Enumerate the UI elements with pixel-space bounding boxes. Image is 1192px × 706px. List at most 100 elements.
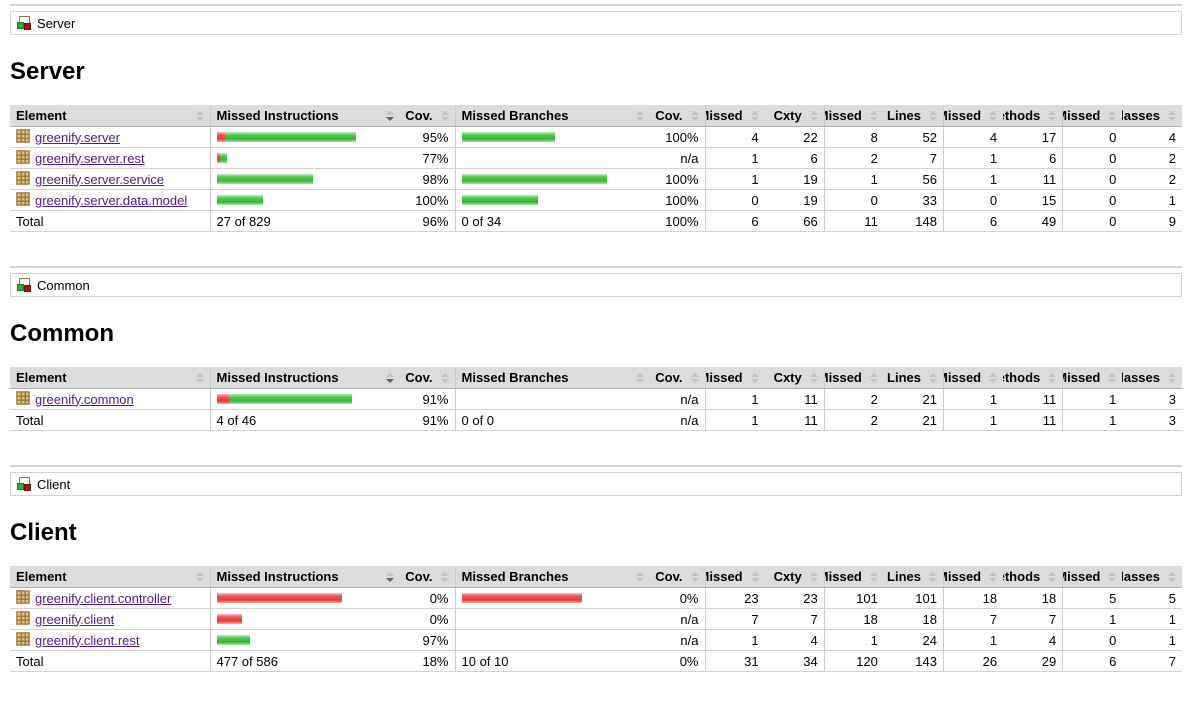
column-header-content: Missed Instructions — [217, 569, 394, 584]
sort-arrows-icon — [690, 372, 699, 383]
column-header-missed-classes[interactable]: Missed — [1062, 105, 1123, 127]
column-header-missed-lines[interactable]: Missed — [823, 105, 884, 127]
column-header-missed-branches[interactable]: Missed Branches — [454, 367, 650, 389]
column-header-cov-branches[interactable]: Cov. — [650, 566, 705, 588]
sort-arrows-icon — [1108, 110, 1117, 121]
column-header-label: Missed Branches — [461, 569, 569, 584]
sort-arrows-icon — [1048, 571, 1057, 582]
package-link[interactable]: greenify.client.controller — [35, 590, 172, 606]
sort-up-arrow-icon — [869, 571, 878, 576]
column-header-cov-branches[interactable]: Cov. — [650, 105, 705, 127]
column-header-missed-cxty[interactable]: Missed — [704, 367, 765, 389]
column-header-label: Cov. — [405, 108, 433, 123]
sort-arrows-icon — [386, 372, 394, 383]
column-header-classes[interactable]: Classes — [1122, 566, 1182, 588]
sort-arrows-icon — [195, 571, 204, 582]
total-counter-cell-methods: 11 — [1003, 409, 1063, 431]
counter-cell-missed-lines: 18 — [823, 608, 884, 630]
package-link[interactable]: greenify.common — [35, 391, 134, 407]
column-header-missed-methods[interactable]: Missed — [943, 105, 1004, 127]
coverage-table: Element Missed Instructions Cov. Missed Bra… — [10, 105, 1182, 232]
counter-cell-classes: 4 — [1122, 126, 1182, 148]
column-header-cov-instructions[interactable]: Cov. — [400, 566, 455, 588]
sort-down-arrow-icon — [989, 116, 998, 121]
element-cell: greenify.server.data.model — [10, 189, 210, 211]
column-header-cov-branches[interactable]: Cov. — [650, 367, 705, 389]
column-header-missed-lines[interactable]: Missed — [823, 566, 884, 588]
total-instructions-cell: 27 of 829 — [209, 210, 400, 232]
sort-down-arrow-icon — [809, 378, 818, 383]
column-header-cov-instructions[interactable]: Cov. — [400, 367, 455, 389]
column-header-missed-branches[interactable]: Missed Branches — [454, 566, 650, 588]
column-header-cov-instructions[interactable]: Cov. — [400, 105, 455, 127]
header-row: Element Missed Instructions Cov. Missed Bra… — [10, 367, 1182, 389]
column-header-classes[interactable]: Classes — [1122, 367, 1182, 389]
sort-up-arrow-icon — [989, 110, 998, 115]
package-link[interactable]: greenify.server.rest — [35, 150, 145, 166]
total-counter-cell-cxty: 66 — [764, 210, 825, 232]
package-icon — [16, 390, 30, 408]
column-header-methods[interactable]: Methods — [1003, 566, 1063, 588]
package-link[interactable]: greenify.client — [35, 611, 115, 627]
sort-up-arrow-icon — [989, 372, 998, 377]
package-link[interactable]: greenify.client.rest — [35, 632, 140, 648]
column-header-methods[interactable]: Methods — [1003, 367, 1063, 389]
column-header-label: Missed — [706, 569, 743, 584]
sort-arrows-icon — [195, 110, 204, 121]
sort-down-arrow-icon — [869, 378, 878, 383]
column-header-missed-lines[interactable]: Missed — [823, 367, 884, 389]
column-header-missed-instructions[interactable]: Missed Instructions — [209, 566, 400, 588]
sort-down-arrow-icon — [690, 378, 699, 383]
counter-cell-cxty: 22 — [764, 126, 825, 148]
sort-down-arrow-icon — [750, 577, 759, 582]
total-label-cell: Total — [10, 210, 210, 232]
total-counter-cell-classes: 3 — [1122, 409, 1182, 431]
column-header-element[interactable]: Element — [10, 566, 210, 588]
column-header-methods[interactable]: Methods — [1003, 105, 1063, 127]
group-icon — [16, 476, 32, 492]
counter-cell-methods: 18 — [1003, 587, 1063, 609]
column-header-cxty[interactable]: Cxty — [764, 105, 825, 127]
coverage-table: Element Missed Instructions Cov. Missed Bra… — [10, 566, 1182, 672]
column-header-missed-classes[interactable]: Missed — [1062, 566, 1123, 588]
sort-arrows-icon — [386, 571, 394, 582]
column-header-label: Classes — [1122, 569, 1160, 584]
column-header-missed-classes[interactable]: Missed — [1062, 367, 1123, 389]
column-header-missed-cxty[interactable]: Missed — [704, 566, 765, 588]
column-header-missed-instructions[interactable]: Missed Instructions — [209, 105, 400, 127]
package-link[interactable]: greenify.server.data.model — [35, 192, 188, 208]
instructions-bar-covered-segment — [216, 635, 250, 645]
column-header-cxty[interactable]: Cxty — [764, 367, 825, 389]
branch-coverage-cell: 100% — [650, 168, 705, 190]
total-counter-cell-missed-methods: 1 — [943, 409, 1004, 431]
column-header-lines[interactable]: Lines — [883, 105, 944, 127]
column-header-label: Missed Branches — [461, 108, 569, 123]
column-header-content: Cov. — [405, 370, 449, 385]
column-header-cxty[interactable]: Cxty — [764, 566, 825, 588]
column-header-element[interactable]: Element — [10, 105, 210, 127]
column-header-content: Cov. — [655, 108, 699, 123]
sort-down-arrow-icon — [1108, 577, 1117, 582]
column-header-classes[interactable]: Classes — [1122, 105, 1182, 127]
package-link[interactable]: greenify.server — [35, 129, 121, 145]
column-header-label: Methods — [1003, 108, 1041, 123]
sort-arrows-icon — [1048, 110, 1057, 121]
total-instructions-cell: 4 of 46 — [209, 409, 400, 431]
column-header-element[interactable]: Element — [10, 367, 210, 389]
column-header-missed-branches[interactable]: Missed Branches — [454, 105, 650, 127]
column-header-missed-instructions[interactable]: Missed Instructions — [209, 367, 400, 389]
column-header-label: Cov. — [405, 370, 433, 385]
missed-instructions-cell — [209, 629, 400, 651]
sort-arrows-icon — [1168, 372, 1176, 383]
column-header-missed-cxty[interactable]: Missed — [704, 105, 765, 127]
column-header-lines[interactable]: Lines — [883, 566, 944, 588]
element-cell: greenify.server — [10, 126, 210, 148]
package-link[interactable]: greenify.server.service — [35, 171, 165, 187]
column-header-lines[interactable]: Lines — [883, 367, 944, 389]
column-header-missed-methods[interactable]: Missed — [943, 566, 1004, 588]
sort-down-arrow-icon — [440, 378, 449, 383]
package-icon — [16, 170, 30, 188]
sort-up-arrow-icon — [440, 571, 449, 576]
sort-down-arrow-icon — [386, 116, 394, 121]
column-header-missed-methods[interactable]: Missed — [943, 367, 1004, 389]
